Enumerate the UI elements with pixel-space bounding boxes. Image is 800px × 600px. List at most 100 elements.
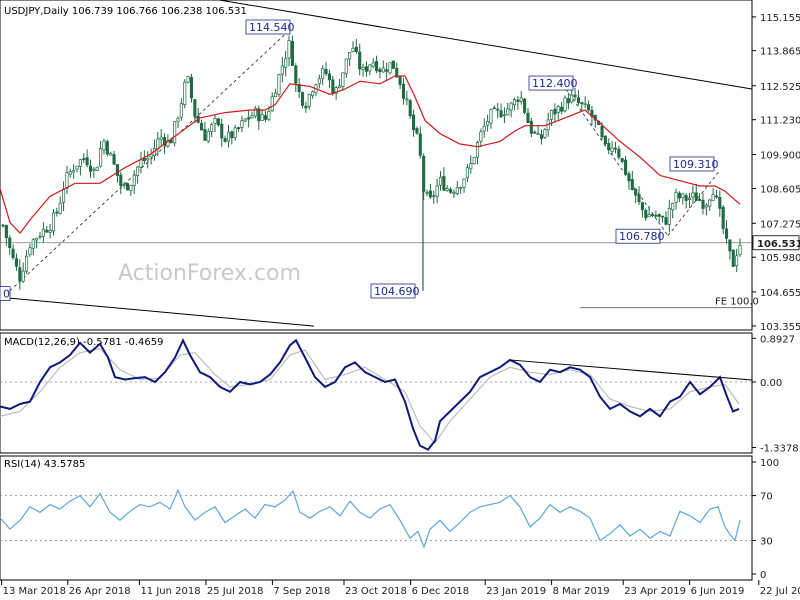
candle-body [337, 85, 342, 89]
price-tick-label: 109.900 [760, 151, 800, 162]
candle-body [280, 65, 284, 75]
candle-body [21, 270, 25, 282]
candle-body [667, 208, 671, 225]
candle-body [432, 195, 436, 197]
price-trendlines: FE 100.0 [0, 0, 759, 327]
candle-body [731, 249, 735, 267]
candle-body [482, 126, 486, 132]
macd-tick-label: 0.00 [760, 378, 782, 389]
candle-body [701, 199, 705, 209]
rsi-panel-frame [0, 455, 753, 581]
candle-body [674, 191, 678, 203]
candle-body [294, 65, 298, 84]
price-tick-label: 103.355 [760, 322, 800, 333]
candle-body [18, 267, 22, 282]
last-price-box [752, 235, 800, 251]
rsi-tick-label: 0 [760, 570, 766, 581]
candle-body [603, 135, 607, 145]
candle-body [260, 114, 264, 121]
candle-body [169, 140, 173, 144]
candle-body [469, 163, 473, 170]
price-axis: 115.155 113.865 112.525 111.230 109.900 108.6… [0, 13, 800, 333]
candle-body [624, 159, 628, 175]
price-annotations: 114.540 104.690 112.400 109.310 106.780 0 [0, 19, 719, 301]
candle-body [634, 188, 638, 196]
candle-body [385, 69, 389, 72]
candle-body [637, 194, 641, 203]
candle-body [173, 121, 177, 144]
price-panel: ActionForex.com USDJPY,Daily 106.739 106… [0, 0, 800, 333]
candle-body [334, 87, 338, 94]
candle-body [415, 128, 419, 134]
candle-body [687, 197, 692, 200]
candle-body [661, 215, 665, 218]
candle-body [640, 202, 644, 211]
candle-body [553, 108, 557, 115]
candle-body [38, 235, 42, 238]
candle-body [684, 195, 688, 201]
candle-body [287, 40, 291, 59]
candle-body [472, 157, 476, 165]
rsi-axis: 100 70 30 0 [0, 458, 779, 581]
candle-body [398, 76, 402, 85]
candle-body [462, 178, 466, 188]
rsi-tick-label: 70 [760, 492, 773, 503]
x-tick-label: 25 Jul 2018 [207, 586, 264, 597]
candle-body [519, 97, 523, 102]
candle-body [237, 127, 241, 130]
candle-body [428, 190, 432, 198]
candle-body [647, 214, 651, 218]
candle-body [344, 58, 348, 74]
candle-body [627, 173, 631, 182]
candle-body [142, 158, 146, 161]
candle-body [193, 99, 197, 117]
candle-body [253, 108, 257, 117]
candle-body [657, 213, 661, 217]
price-panel-frame [0, 0, 753, 331]
candle-body [203, 129, 207, 141]
macd-tick-label: -1.3378 [760, 444, 799, 455]
candle-body [92, 168, 96, 171]
annotation-box [615, 228, 661, 244]
candle-body [132, 174, 136, 186]
candle-body [600, 125, 604, 138]
moving-average-line [0, 75, 741, 235]
candle-body [4, 224, 8, 239]
candle-body [321, 68, 325, 79]
candle-body [348, 51, 352, 60]
candle-body [681, 193, 685, 199]
candle-body [418, 133, 422, 156]
candle-body [580, 102, 584, 105]
candle-body [395, 67, 399, 78]
candle-body [563, 97, 567, 112]
candlestick-series [1, 35, 742, 291]
candle-body [226, 131, 231, 142]
candle-body [489, 108, 493, 124]
candle-body [102, 140, 106, 151]
macd-line [0, 337, 740, 451]
candle-body [99, 148, 103, 167]
candle-body [28, 247, 32, 256]
candle-body [401, 83, 406, 99]
candle-body [536, 132, 540, 135]
rsi-tick-label: 30 [760, 536, 773, 547]
annotation-box [669, 156, 715, 172]
candle-body [354, 46, 358, 52]
candle-body [183, 81, 187, 105]
candle-body [247, 117, 251, 120]
candle-body [230, 131, 234, 139]
candle-body [529, 120, 533, 134]
annotation-box [245, 19, 291, 35]
candle-body [14, 258, 19, 267]
rsi-tick-label: 100 [760, 458, 779, 469]
candle-body [388, 62, 392, 74]
candle-body [263, 115, 268, 120]
candle-body [240, 120, 244, 128]
price-tick-label: 111.230 [760, 116, 800, 127]
macd-tick-label: 0.8927 [760, 334, 795, 345]
candle-body [41, 228, 45, 237]
x-tick-label: 7 Sep 2018 [273, 586, 330, 597]
candle-body [539, 134, 543, 139]
candle-body [449, 189, 453, 193]
candle-body [55, 211, 59, 214]
